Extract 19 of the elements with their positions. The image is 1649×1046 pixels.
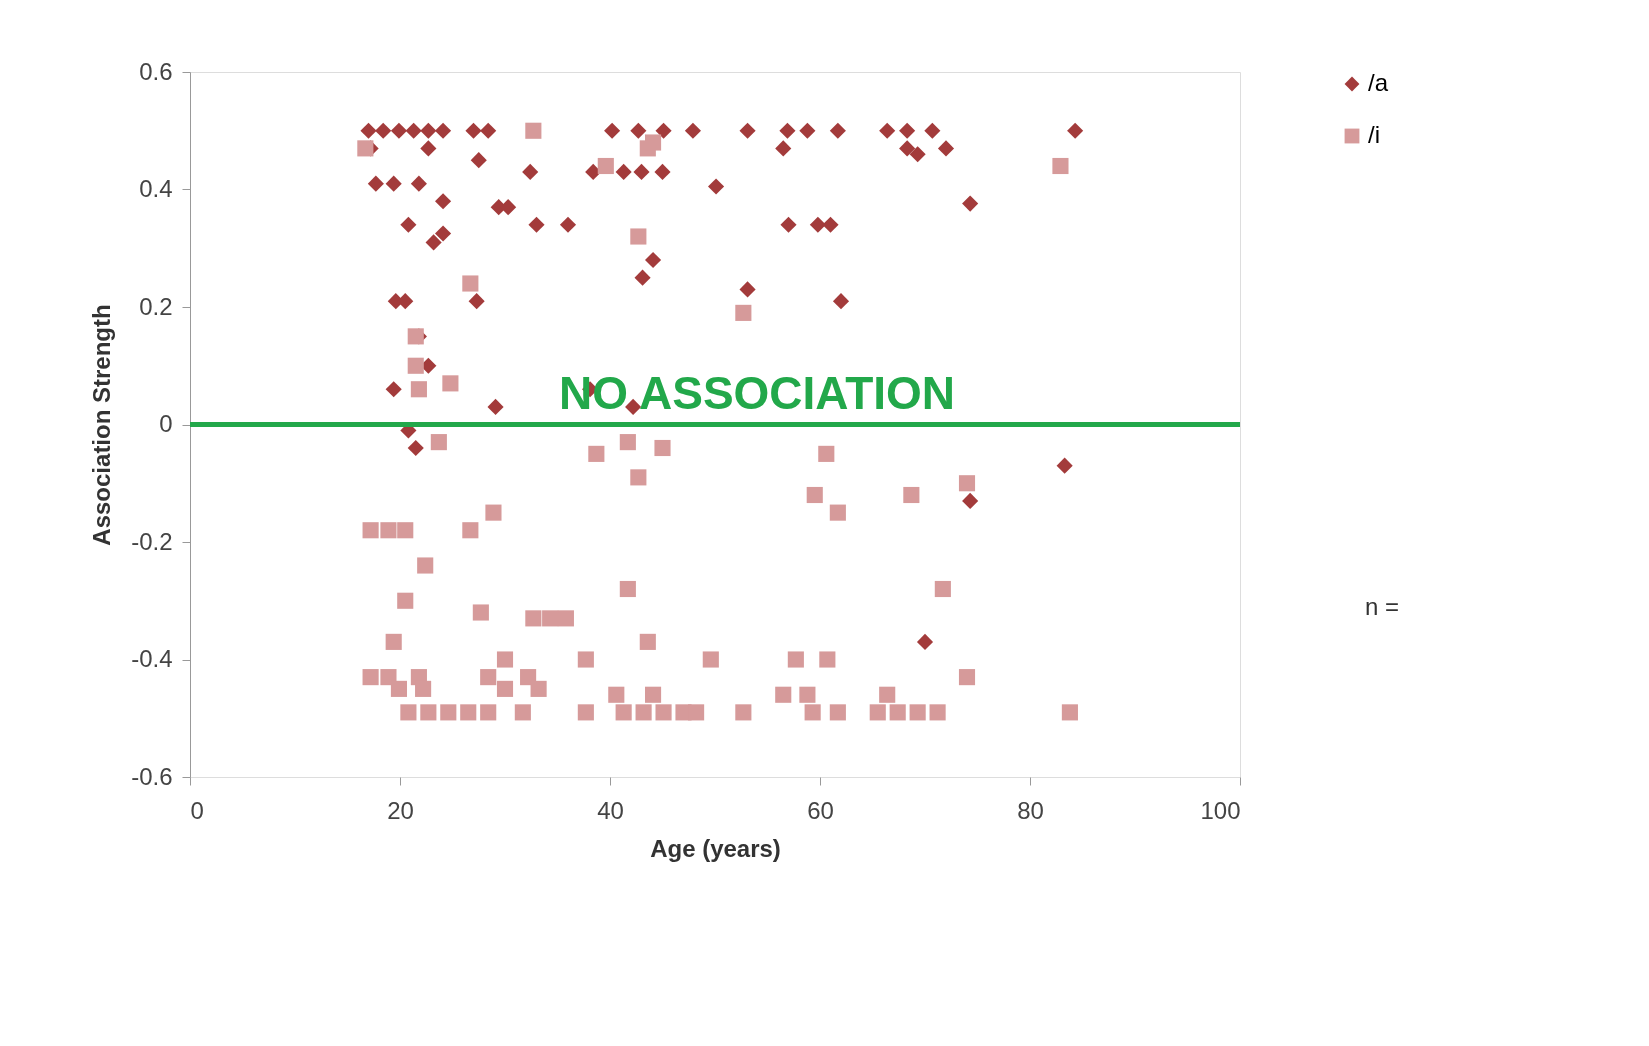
y-tick-label: -0.2 [131, 527, 173, 555]
x-tick-label: 0 [190, 796, 204, 824]
y-axis-title: Association Strength [88, 304, 116, 546]
x-tick-label: 60 [807, 796, 834, 824]
text: n = [1365, 592, 1400, 620]
ref-line-label: NO ASSOCIATION [558, 366, 956, 419]
y-tick-label: -0.4 [131, 645, 173, 672]
x-axis-title: Age (years) [650, 834, 781, 862]
x-tick-label: 100 [1200, 796, 1241, 824]
legend-label: /a [1368, 69, 1389, 96]
y-tick-label: -0.6 [131, 762, 173, 790]
legend-label: /i [1368, 121, 1380, 148]
x-tick-label: 20 [387, 796, 414, 824]
x-tick-label: 40 [597, 796, 624, 824]
y-tick-label: 0.4 [139, 175, 173, 202]
y-tick-label: 0 [159, 410, 173, 437]
y-tick-label: 0.2 [139, 292, 173, 320]
y-tick-label: 0.6 [139, 57, 173, 85]
x-tick-label: 80 [1017, 796, 1044, 824]
